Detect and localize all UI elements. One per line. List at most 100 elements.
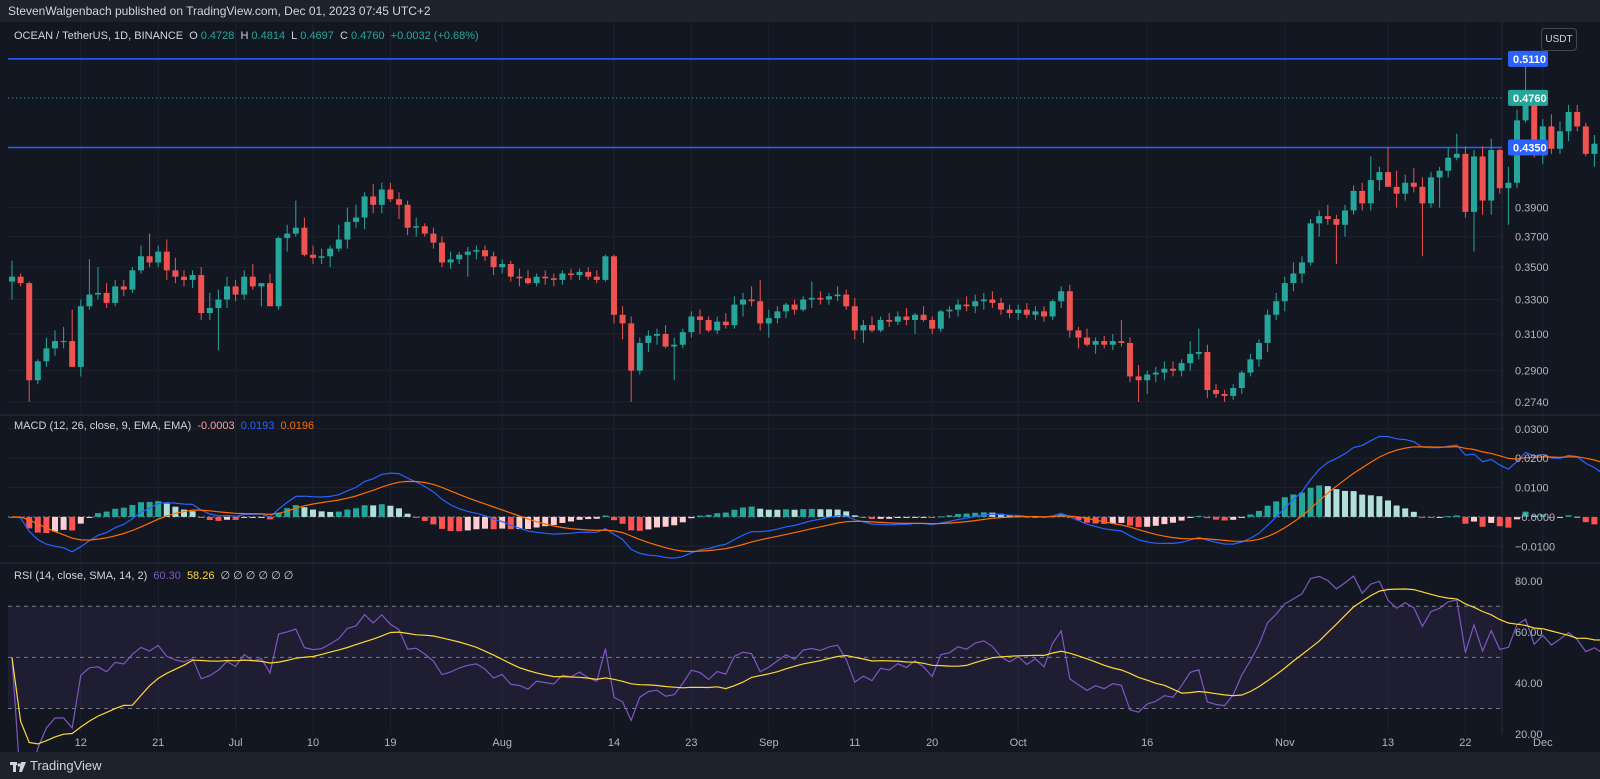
candle [335,224,342,252]
candle-body [774,311,781,319]
candle [980,292,987,310]
candle [1049,299,1056,320]
candle [550,273,557,287]
macd-histogram-bar [1144,516,1151,527]
currency-button[interactable]: USDT [1541,28,1577,51]
candle [516,268,523,287]
macd-histogram-bar [138,502,144,517]
candle-body [1453,153,1460,158]
macd-histogram-bar [1187,516,1194,518]
candle-body [439,242,445,263]
macd-histogram-bar [1488,516,1495,523]
macd-histogram-bar [1170,516,1176,523]
candle [963,296,970,312]
candle-body [533,276,540,284]
macd-histogram-bar [1238,516,1245,518]
candle-body [284,233,291,239]
macd-histogram-bar [593,516,600,519]
candle [1445,147,1452,178]
macd-histogram-bar [77,516,84,524]
candle-body [163,251,170,271]
candle [1419,177,1426,257]
candle [1247,353,1254,377]
candle [1161,361,1168,381]
footer-bar: TradingView [0,752,1600,779]
candle-body [585,271,592,277]
candle [1591,134,1598,167]
macd-line [11,435,1600,559]
candle-body [1522,102,1529,121]
macd-histogram-bar [1582,516,1589,523]
macd-histogram-bar [95,513,101,517]
axes: 12 21 Jul 10 19 Aug 14 23 Sep 11 20 Oct 16 Nov 13 22 Dec… [75,50,1555,749]
candle [327,245,334,268]
candle [1385,147,1391,187]
macd-histogram-bar [456,516,463,532]
macd-histogram-bar [1479,516,1486,527]
candle-body [671,344,678,347]
candle [249,264,256,290]
candle-body [1273,301,1280,315]
candle [1135,365,1142,402]
candle-body [800,299,807,310]
macd-histogram-bar [654,516,660,528]
candle [989,291,996,308]
rsi-tick-label: 60.00 [1515,627,1543,639]
macd-histogram-bar [705,514,712,517]
x-tick-label: 16 [1141,737,1153,749]
candle-body [903,316,910,320]
macd-histogram-bar [378,504,385,517]
macd-histogram-bar [1204,516,1211,519]
macd-histogram-bar [585,516,592,520]
candle [146,233,153,268]
candle-body [1359,190,1366,204]
candle-body [241,276,248,295]
candle-body [103,292,110,303]
candle [568,268,574,280]
macd-histogram-bar [34,516,41,533]
macd-histogram-bar [748,506,755,517]
macd-histogram-bar [757,508,764,517]
x-tick-label: 13 [1382,737,1394,749]
candle-body [353,217,359,222]
candle [95,267,101,300]
candle-body [1023,309,1030,315]
candle-body [146,256,153,263]
last-price-tag [1508,89,1548,106]
chart-canvas[interactable]: 12 21 Jul 10 19 Aug 14 23 Sep 11 20 Oct 16 Nov 13 22 Dec… [0,22,1600,752]
candle-body [86,294,93,307]
candle [507,260,514,282]
candle-body [1582,126,1589,154]
candle-body [421,226,428,234]
macd-histogram-bar [636,516,643,531]
macd-histogram-bar [335,511,342,517]
candle [1195,328,1202,360]
candle-body [138,256,144,271]
candle [903,307,910,326]
candle-body [1247,359,1254,373]
macd-histogram-bar [843,511,850,517]
macd-histogram-bar [275,512,282,517]
macd-histogram-bar [482,516,488,529]
macd-histogram-bar [189,511,196,517]
macd-histogram-bar [731,509,738,517]
candle-body [1032,311,1039,315]
candle [525,270,531,285]
macd-histogram-bar [1307,487,1314,517]
candle [1436,166,1443,208]
candle [26,281,33,402]
candle-body [301,227,308,255]
macd-histogram-bar [249,516,256,518]
candle [1316,210,1323,237]
candle [17,273,24,287]
macd-histogram-bar [1514,516,1520,520]
candle [1574,104,1581,132]
candle [1256,339,1262,367]
candle [1324,204,1331,225]
macd-histogram-bar [1367,495,1374,517]
candle [920,306,927,322]
macd-histogram-bar [301,507,308,517]
macd-histogram-bar [1299,492,1305,517]
candle [120,279,127,297]
candle-body [198,275,205,314]
